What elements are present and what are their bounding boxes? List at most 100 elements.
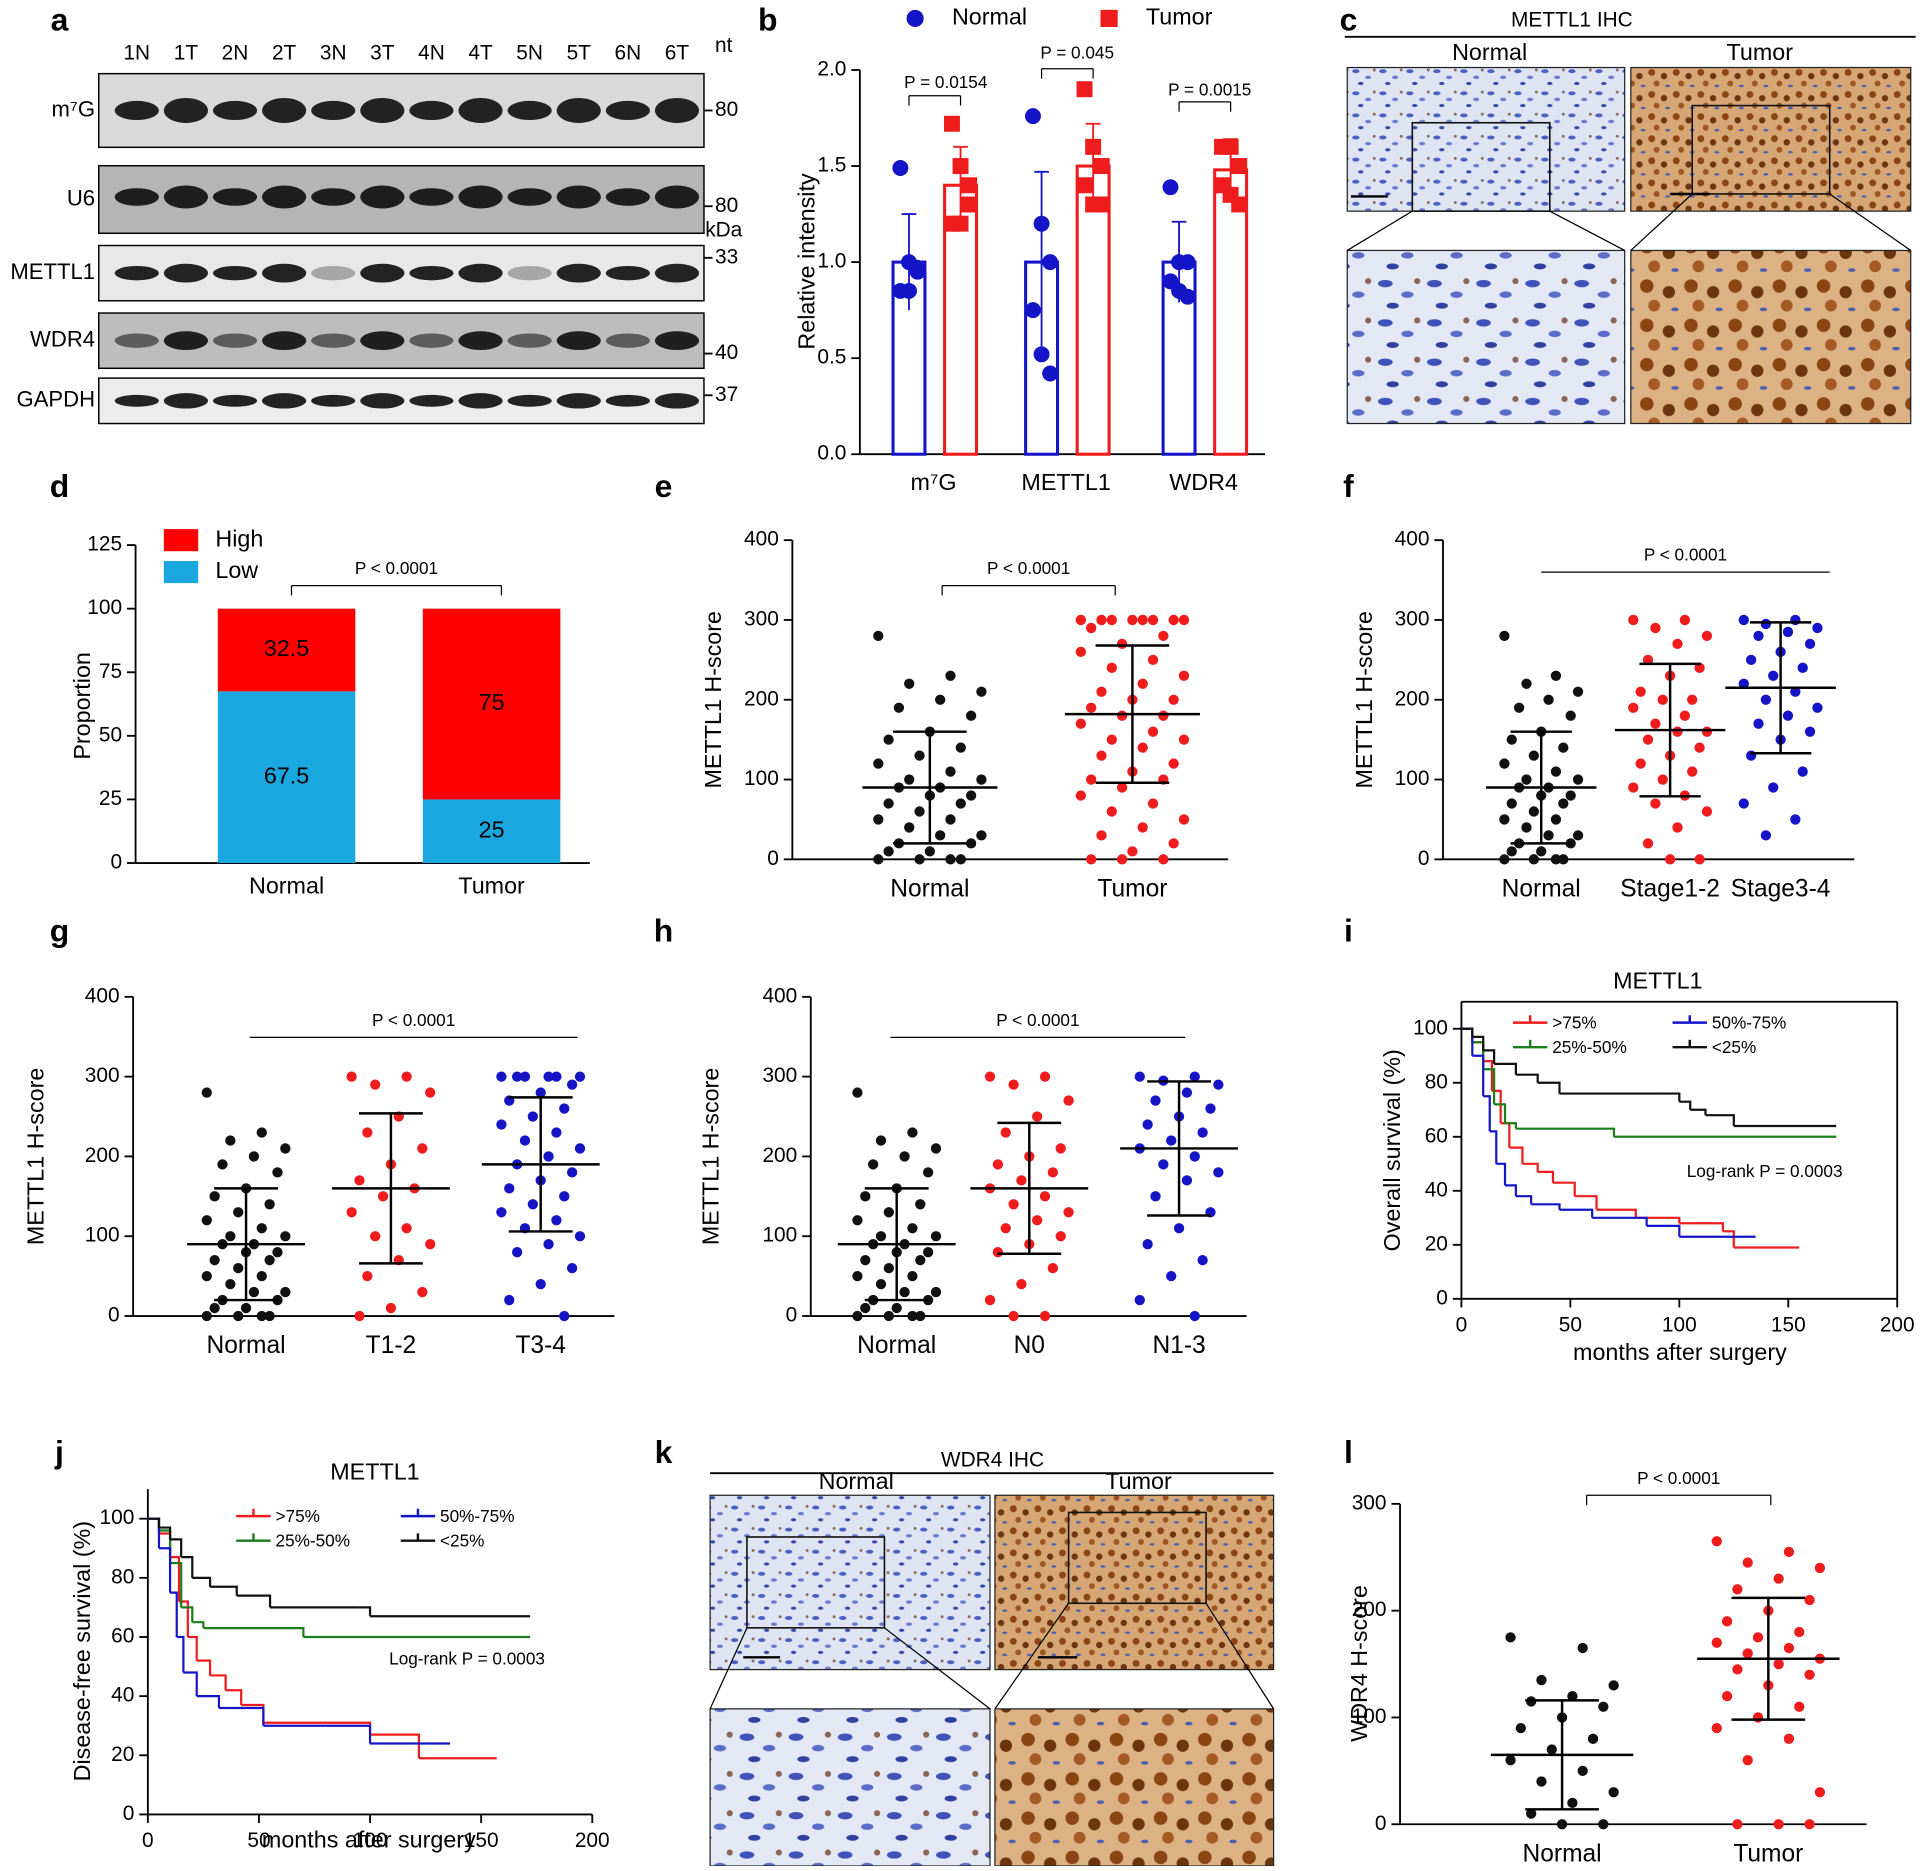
data-point [1783,1642,1795,1654]
blot-row-label: U6 [67,185,95,210]
y-tick-label: 0 [767,847,779,870]
p-value: P < 0.0001 [1637,1468,1720,1488]
data-point [976,774,987,785]
panel-label: l [1344,1434,1353,1470]
data-point [1543,694,1554,705]
data-point [511,1071,523,1082]
legend-swatch [163,529,199,552]
y-tick-label: 50 [99,723,122,746]
blot-band [212,265,258,281]
data-point [1528,854,1540,865]
x-tick-label: Tumor [1097,876,1167,903]
data-point [1499,630,1510,642]
data-point [1804,1819,1815,1830]
blot-band [163,393,209,409]
data-point [1150,1191,1161,1202]
data-point [1565,710,1576,721]
data-point [1166,1135,1177,1146]
ihc-image [709,1708,991,1867]
lane-label: 1T [174,42,199,65]
blot-band [556,97,601,124]
data-point [945,854,956,865]
x-tick-label: N0 [1014,1332,1045,1359]
survival-step [1592,1216,1648,1226]
data-point [1086,622,1097,634]
data-point [1628,614,1639,626]
data-point [1505,1632,1516,1643]
x-tick-label: m⁷G [911,469,957,495]
y-tick-label: 200 [1352,1598,1387,1621]
blot-band [409,100,454,121]
survival-step [263,1721,372,1735]
blot-band [311,265,356,281]
data-point [1189,1310,1200,1322]
data-label: 25 [479,816,505,842]
y-tick-label: 0 [123,1802,135,1825]
survival-step [1500,1122,1511,1148]
data-point [1608,1680,1619,1691]
data-point [1598,1701,1609,1712]
data-point [1168,758,1179,769]
data-point [873,758,884,769]
blot-band [360,393,405,409]
data-point [504,1294,515,1306]
data-point [1085,138,1102,155]
data-point [1521,822,1532,833]
data-point [1137,678,1148,689]
data-point [1086,702,1097,713]
survival-step [158,1529,172,1564]
data-point [1711,1722,1722,1734]
data-point [1181,1087,1193,1098]
y-tick-label: 300 [85,1064,120,1087]
y-tick-label: 300 [762,1064,797,1087]
lane-label: 5N [516,42,543,65]
data-point [961,177,978,194]
data-point [1572,686,1584,697]
y-axis-title: Disease-free survival (%) [69,1521,95,1781]
x-tick-label: Normal [207,1332,286,1359]
data-point [1047,1262,1059,1274]
y-tick-label: 300 [744,607,779,630]
data-point [860,1302,871,1314]
legend-label: Tumor [1146,4,1213,30]
y-tick-label: 0 [108,1304,120,1327]
data-point [346,1071,357,1082]
y-tick-label: 300 [1352,1491,1387,1514]
y-tick-label: 75 [99,660,122,683]
data-point [1137,822,1148,833]
survival-step [1483,1049,1496,1064]
data-point [909,263,926,280]
data-point [1178,734,1190,745]
data-point [1515,1722,1526,1734]
lane-label: 5T [567,42,592,65]
y-tick-label: 1.5 [817,154,846,177]
data-point [1016,1175,1027,1186]
p-value: P = 0.0015 [1168,79,1251,99]
data-point [1567,1690,1578,1702]
data-point [955,742,966,753]
data-point [551,1127,562,1138]
marker-label: 40 [715,341,738,364]
survival-step [1494,1062,1518,1075]
data-point [1783,1733,1795,1744]
data-point [551,1071,562,1082]
data-point [496,1119,507,1130]
data-point [280,1143,291,1154]
data-point [1116,638,1128,650]
data-point [272,1167,283,1178]
lane-label: 4T [468,42,493,65]
panel-label: i [1344,912,1353,948]
data-point [574,1143,586,1154]
data-point [1732,1584,1743,1595]
blot-band [654,331,700,351]
y-tick-label: 0.5 [817,346,846,369]
data-point [1047,1167,1059,1178]
data-point [955,798,966,809]
data-point [1536,1674,1547,1686]
data-point [201,1087,212,1098]
legend-label: 50%-75% [1712,1012,1786,1032]
y-tick-label: 80 [1425,1070,1448,1093]
legend-label: 25%-50% [276,1530,350,1550]
survival-step [187,1635,198,1661]
blot-band [114,265,159,281]
